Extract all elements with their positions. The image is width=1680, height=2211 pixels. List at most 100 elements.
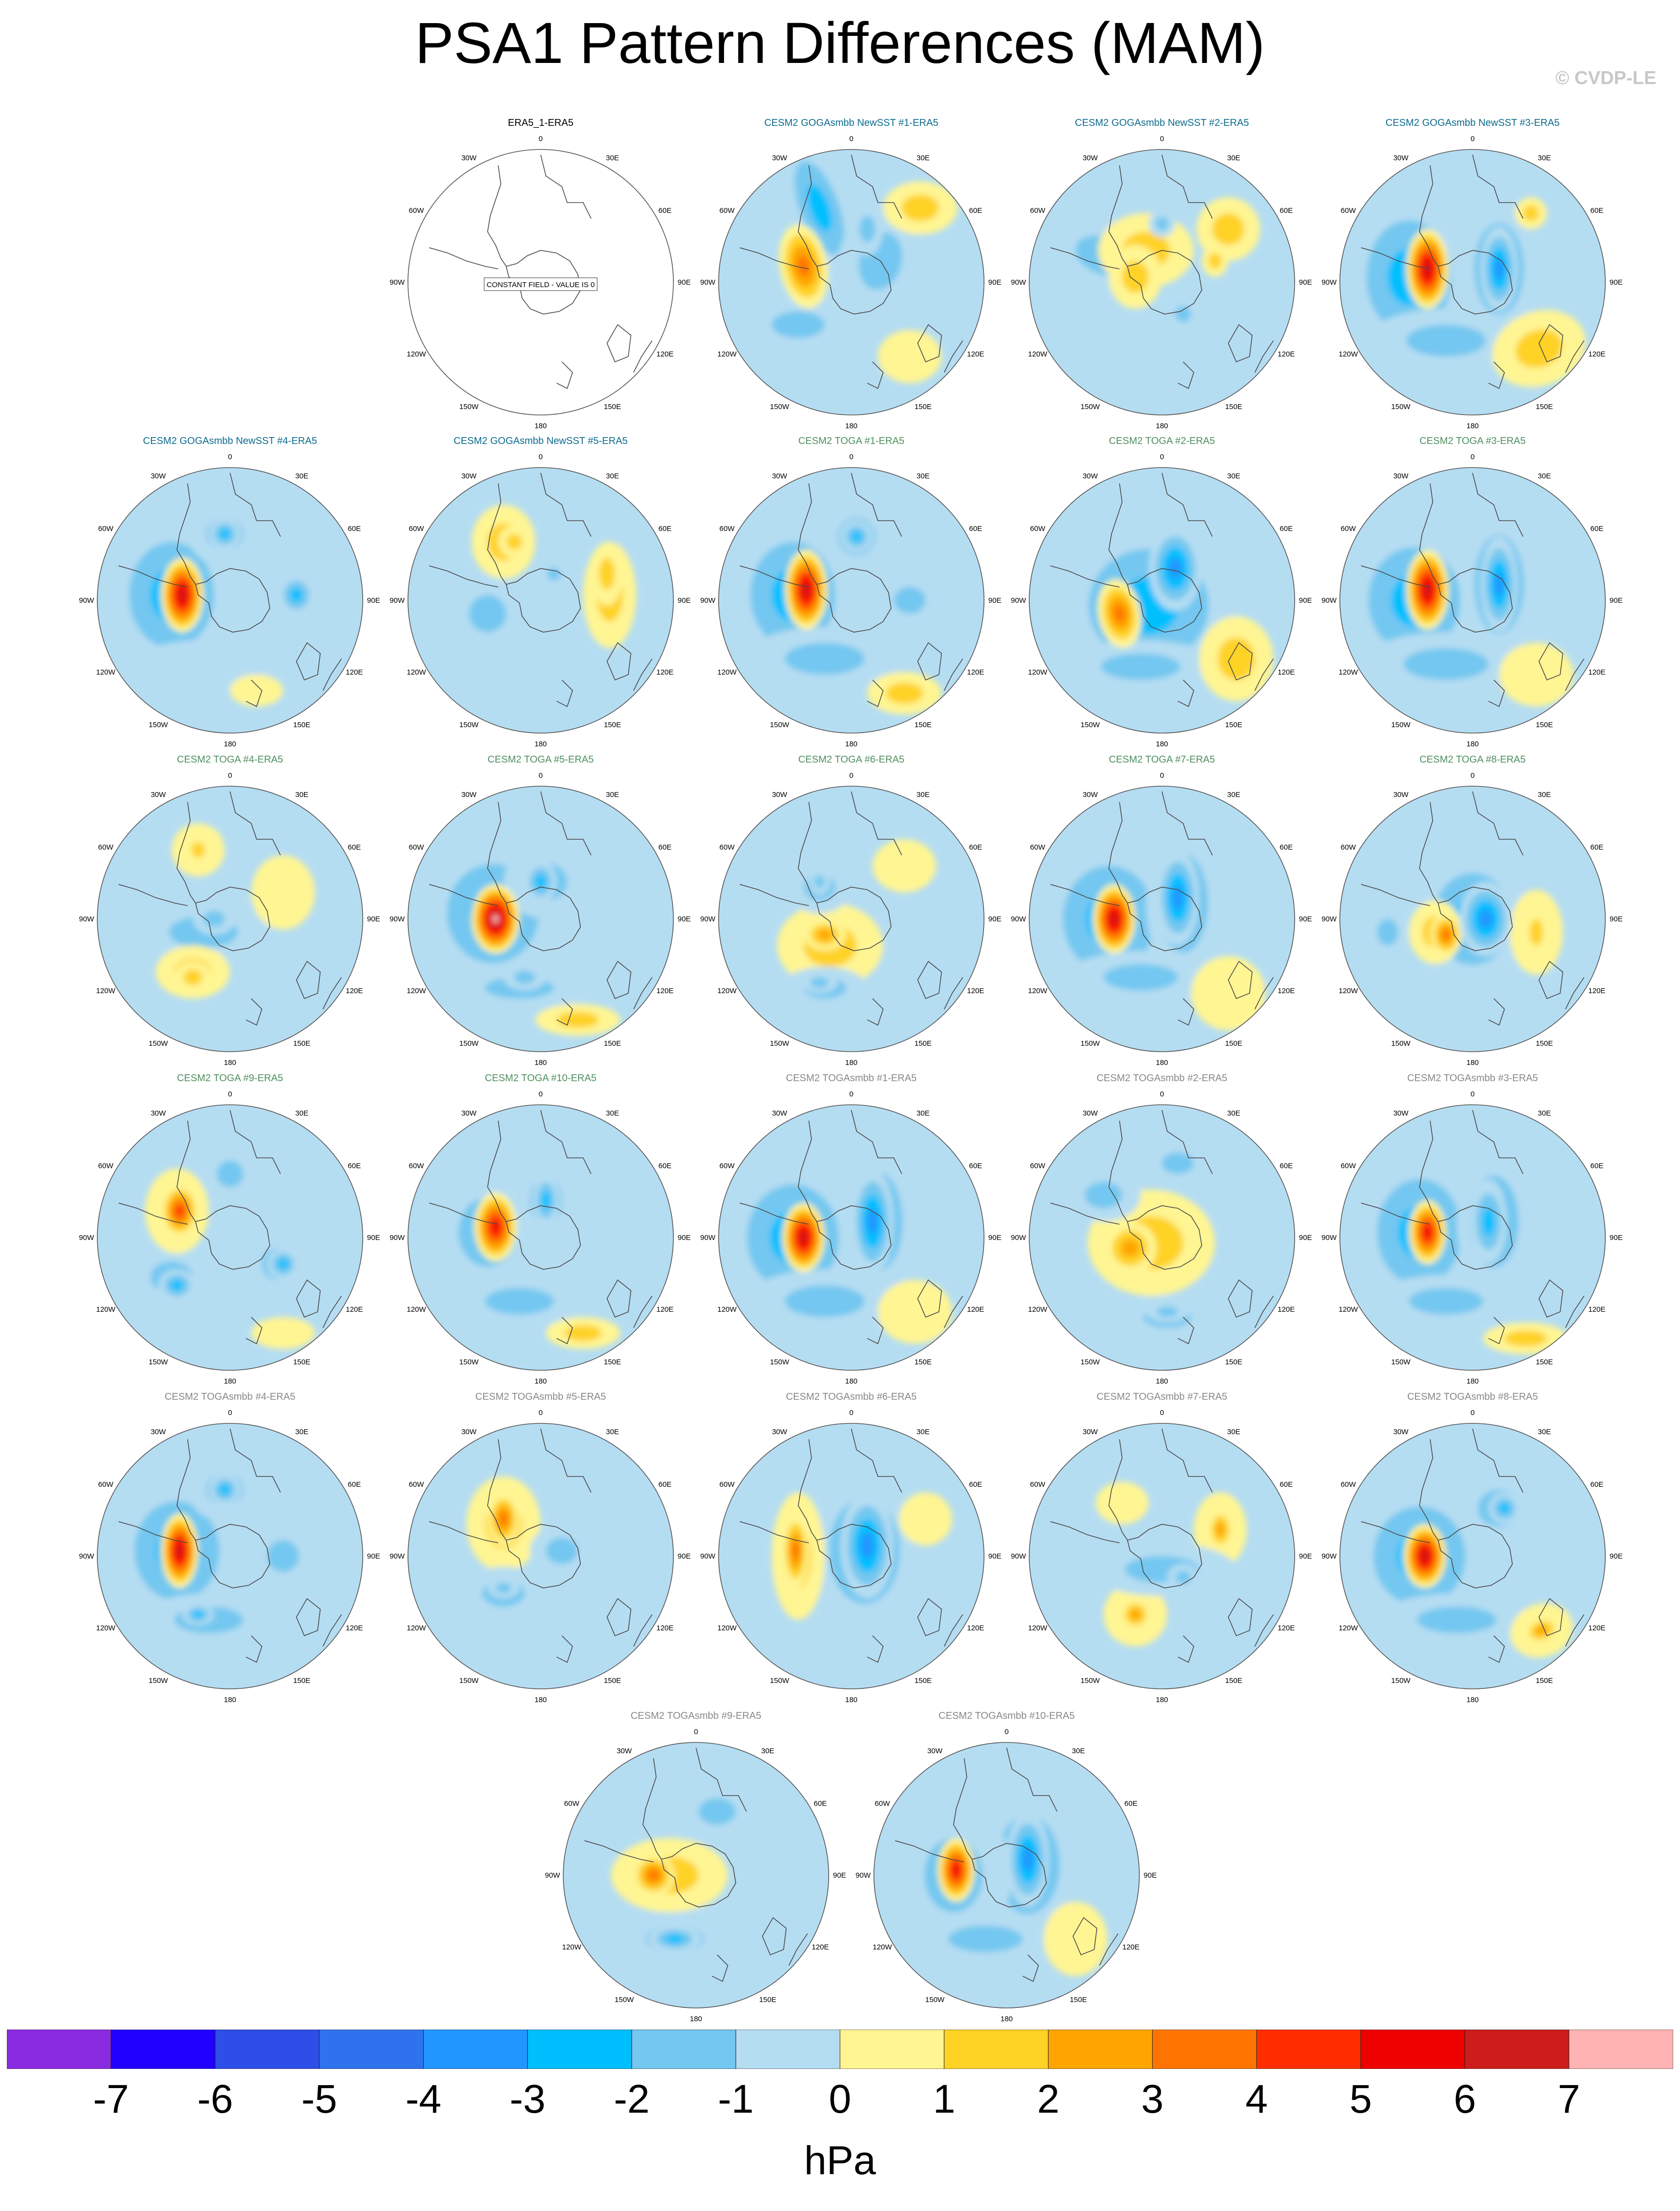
longitude-label: 90W <box>1011 596 1027 605</box>
map-boundary <box>1029 467 1295 734</box>
polar-map: 0 30E 60E 90E 120E 150E 180 150W 120W 90W 60W 30W CO… <box>390 135 691 430</box>
longitude-label: 60W <box>98 1480 114 1489</box>
longitude-label: 90E <box>678 1234 691 1242</box>
anomaly-core <box>851 531 862 542</box>
map-panel: CESM2 TOGAsmbb #8-ERA5 0 30E 60E 90E 120E 150E… <box>1322 1391 1623 1704</box>
colorbar-tick: 7 <box>1558 2077 1580 2122</box>
longitude-label: 120W <box>407 1624 427 1632</box>
anomaly-core <box>179 590 185 600</box>
longitude-label: 60W <box>98 843 114 852</box>
longitude-label: 0 <box>694 1728 698 1736</box>
longitude-label: 30W <box>772 1109 788 1118</box>
longitude-label: 150W <box>148 1039 168 1048</box>
longitude-label: 150E <box>914 1039 931 1048</box>
polar-map: 0 30E 60E 90E 120E 150E 180 150W 120W 90W 60W 30W <box>79 453 380 748</box>
anomaly-region <box>251 855 315 930</box>
longitude-label: 150E <box>1535 1677 1553 1685</box>
anomaly-core <box>1175 1570 1191 1584</box>
longitude-label: 120W <box>407 1305 427 1314</box>
anomaly-core <box>495 1583 512 1593</box>
anomaly-core <box>1494 572 1504 596</box>
longitude-label: 30E <box>1538 1428 1551 1436</box>
panel-title: CESM2 TOGAsmbb #1-ERA5 <box>785 1073 917 1084</box>
anomaly-region <box>1212 213 1245 245</box>
longitude-label: 0 <box>228 453 232 461</box>
anomaly-core <box>1022 1847 1033 1871</box>
longitude-label: 60E <box>1280 843 1293 852</box>
longitude-label: 60E <box>969 843 983 852</box>
anomaly-region <box>948 1925 1023 1952</box>
panel-title: CESM2 TOGAsmbb #3-ERA5 <box>1407 1073 1538 1084</box>
longitude-label: 60W <box>564 1799 580 1808</box>
longitude-label: 90E <box>367 596 380 605</box>
colorbar-swatch <box>1152 2030 1257 2069</box>
panel-title: CESM2 TOGAsmbb #8-ERA5 <box>1407 1391 1538 1402</box>
longitude-label: 0 <box>539 453 543 461</box>
anomaly-core <box>1499 1503 1510 1514</box>
anomaly-core <box>203 911 225 927</box>
page-title: PSA1 Pattern Differences (MAM) <box>415 11 1265 76</box>
longitude-label: 150W <box>1080 403 1100 411</box>
longitude-label: 60E <box>969 206 983 215</box>
anomaly-region <box>267 1540 299 1572</box>
map-boundary <box>407 786 674 1052</box>
colorbar-tick: 2 <box>1037 2077 1060 2122</box>
longitude-label: 60E <box>348 843 361 852</box>
longitude-label: 60E <box>659 525 672 533</box>
longitude-label: 30W <box>1393 1109 1409 1118</box>
anomaly-region <box>485 1288 554 1315</box>
longitude-label: 120W <box>407 987 427 995</box>
anomaly-core <box>792 1541 799 1561</box>
longitude-label: 90W <box>390 915 406 923</box>
longitude-label: 60W <box>720 206 735 215</box>
longitude-label: 120E <box>967 1624 984 1632</box>
anomaly-region <box>546 1537 578 1564</box>
longitude-label: 30W <box>1083 1428 1099 1436</box>
coastlines <box>429 791 653 1026</box>
longitude-label: 30W <box>151 472 167 480</box>
anomaly-core <box>1122 261 1149 293</box>
longitude-label: 90W <box>1322 278 1337 287</box>
longitude-label: 0 <box>1160 1090 1164 1098</box>
longitude-label: 120W <box>96 1624 116 1632</box>
longitude-label: 60W <box>1030 1480 1046 1489</box>
polar-map: 0 30E 60E 90E 120E 150E 180 150W 120W 90W 60W 30W <box>1011 1090 1312 1386</box>
anomaly-region <box>1096 1481 1149 1525</box>
longitude-label: 150E <box>1535 403 1553 411</box>
longitude-label: 30E <box>917 472 930 480</box>
anomaly-core <box>1535 1625 1548 1635</box>
longitude-label: 30W <box>772 154 788 162</box>
map-panel: CESM2 TOGA #7-ERA5 0 30E 60E 90E 120E 150E 180 1… <box>1011 754 1312 1067</box>
longitude-label: 30W <box>1393 154 1409 162</box>
longitude-label: 150E <box>1225 721 1242 729</box>
longitude-label: 60W <box>1341 1480 1357 1489</box>
anomaly-core <box>797 256 810 277</box>
polar-map: 0 30E 60E 90E 120E 150E 180 150W 120W 90W 60W 30W <box>1011 1409 1312 1704</box>
longitude-label: 150W <box>1080 721 1100 729</box>
longitude-label: 120W <box>718 987 737 995</box>
anomaly-core <box>810 977 829 988</box>
longitude-label: 60W <box>98 1162 114 1170</box>
longitude-label: 60W <box>409 843 425 852</box>
anomaly-core <box>814 875 825 888</box>
map-panel: CESM2 TOGA #10-ERA5 0 30E 60E 90E 120E 150E 180… <box>390 1072 691 1386</box>
map-boundary <box>1339 467 1606 734</box>
longitude-label: 120W <box>1028 1305 1048 1314</box>
colorbar-swatch <box>1360 2030 1465 2069</box>
longitude-label: 150E <box>293 1358 310 1366</box>
anomaly-core <box>817 929 832 941</box>
anomaly-region <box>556 1012 599 1028</box>
map-panel: CESM2 TOGA #5-ERA5 0 30E 60E 90E 120E 150E 180 1… <box>390 754 691 1067</box>
anomaly-core <box>953 1864 959 1875</box>
longitude-label: 120W <box>1339 668 1359 677</box>
longitude-label: 90W <box>700 596 716 605</box>
longitude-label: 60W <box>720 843 735 852</box>
credit-watermark: © CVDP-LE <box>1555 68 1656 88</box>
anomaly-core <box>1424 1227 1431 1238</box>
panel-title: CESM2 TOGA #3-ERA5 <box>1419 436 1526 446</box>
anomaly-core <box>278 1259 289 1269</box>
longitude-label: 120W <box>718 1305 737 1314</box>
longitude-label: 60E <box>1591 843 1604 852</box>
anomaly-region <box>1217 637 1255 680</box>
panel-title: CESM2 TOGA #10-ERA5 <box>485 1073 597 1084</box>
